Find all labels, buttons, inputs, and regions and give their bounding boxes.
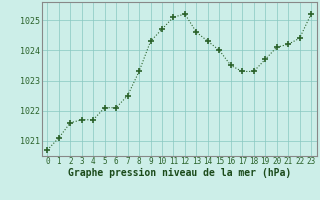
X-axis label: Graphe pression niveau de la mer (hPa): Graphe pression niveau de la mer (hPa) [68, 168, 291, 178]
